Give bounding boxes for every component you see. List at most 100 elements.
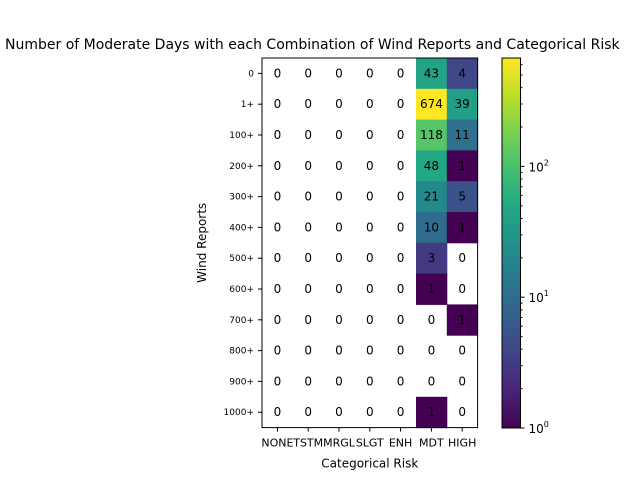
cell-value-label: 0 [304,66,312,80]
cell-value-label: 0 [397,159,405,173]
y-tick-label: 900+ [229,377,254,387]
cell-value-label: 0 [366,66,374,80]
heatmap-cell [446,181,479,213]
heatmap-cell [446,58,479,90]
cell-value-label: 118 [420,128,443,142]
cell-value-label: 0 [458,282,466,296]
cell-value-label: 0 [274,282,282,296]
cell-value-label: 0 [366,220,374,234]
cell-value-label: 0 [304,251,312,265]
cell-value-label: 0 [397,220,405,234]
y-tick-label: 200+ [229,162,254,172]
colorbar-tick-label: 102 [529,158,549,174]
chart-title: Number of Moderate Days with each Combin… [5,37,620,53]
cell-value-label: 0 [397,313,405,327]
cell-value-label: 43 [424,66,439,80]
cell-value-label: 0 [366,190,374,204]
cell-value-label: 1 [458,313,466,327]
cell-value-label: 0 [458,344,466,358]
cell-value-label: 0 [335,190,343,204]
cell-value-label: 0 [304,220,312,234]
y-axis-ticks: 0 1+ 100+ 200+ 300+ 400+ 500+ 600+ 700+ 800+ 900+ 1… [224,69,262,418]
cell-value-label: 0 [335,344,343,358]
colorbar-tick-label: 100 [529,420,549,436]
heatmap-cell [416,58,448,90]
heatmap-cell [446,119,479,151]
y-tick-label: 100+ [229,131,254,141]
heatmap-cell [416,88,448,121]
y-tick-label: 1000+ [224,408,254,418]
colorbar-tick-label: 101 [529,289,549,305]
heatmap-cell [416,396,448,429]
cell-value-label: 10 [424,220,439,234]
x-tick-label: MDT [419,437,444,450]
cell-value-label: 0 [428,344,436,358]
x-tick-label: NONE [261,437,293,450]
x-axis-label: Categorical Risk [321,457,418,471]
heatmap-cell [416,181,448,213]
cell-value-label: 0 [304,374,312,388]
heatmap-cell [416,212,448,244]
cell-value-label: 0 [366,128,374,142]
cell-value-label: 0 [458,251,466,265]
y-tick-label: 500+ [229,254,254,264]
cell-value-label: 0 [335,159,343,173]
heatmap-cell [416,273,448,305]
cell-value-label: 0 [397,251,405,265]
cell-value-label: 0 [458,374,466,388]
heatmap-cell [416,150,448,182]
cell-value-label: 39 [455,97,470,111]
cell-value-label: 0 [304,405,312,419]
cell-value-label: 0 [366,344,374,358]
x-tick-label: TSTM [292,437,323,450]
cell-value-label: 0 [304,190,312,204]
cell-value-label: 0 [304,128,312,142]
cell-value-label: 0 [274,159,282,173]
cell-value-label: 0 [366,251,374,265]
cell-value-label: 0 [274,190,282,204]
cell-value-label: 0 [397,97,405,111]
cell-value-label: 0 [397,282,405,296]
cell-value-label: 0 [366,405,374,419]
cell-value-label: 4 [458,66,466,80]
cell-value-label: 0 [397,344,405,358]
cell-value-label: 0 [335,220,343,234]
cell-value-label: 0 [274,97,282,111]
cell-value-label: 1 [428,282,436,296]
cell-value-label: 0 [304,344,312,358]
colorbar-ticks: 100 101 102 [520,64,549,436]
heatmap-cell [416,242,448,275]
heatmap-cell [446,88,479,121]
cell-value-label: 0 [274,374,282,388]
x-tick-label: HIGH [448,437,476,450]
heatmap-cell [446,150,479,182]
y-tick-label: 800+ [229,347,254,357]
heatmap-cells: 0 0 0 0 0 43 40 0 0 0 0 674 390 0 0 0 0 118 110 0 0 0 0 48 10 0 0 0… [274,58,479,429]
cell-value-label: 0 [397,66,405,80]
cell-value-label: 0 [366,374,374,388]
cell-value-label: 0 [397,405,405,419]
cell-value-label: 0 [274,220,282,234]
cell-value-label: 0 [366,159,374,173]
cell-value-label: 1 [428,405,436,419]
cell-value-label: 0 [274,405,282,419]
cell-value-label: 0 [366,313,374,327]
x-tick-label: ENH [389,437,412,450]
cell-value-label: 0 [397,128,405,142]
cell-value-label: 0 [366,97,374,111]
cell-value-label: 0 [304,313,312,327]
cell-value-label: 0 [335,405,343,419]
x-axis-ticks: NONE TSTM MRGL SLGT ENH MDT HIGH [261,427,476,450]
cell-value-label: 0 [274,251,282,265]
cell-value-label: 1 [458,220,466,234]
cell-value-label: 0 [397,190,405,204]
cell-value-label: 0 [428,374,436,388]
cell-value-label: 0 [304,97,312,111]
cell-value-label: 0 [335,282,343,296]
cell-value-label: 0 [335,97,343,111]
cell-value-label: 0 [335,251,343,265]
cell-value-label: 0 [274,344,282,358]
cell-value-label: 0 [335,374,343,388]
cell-value-label: 0 [304,282,312,296]
